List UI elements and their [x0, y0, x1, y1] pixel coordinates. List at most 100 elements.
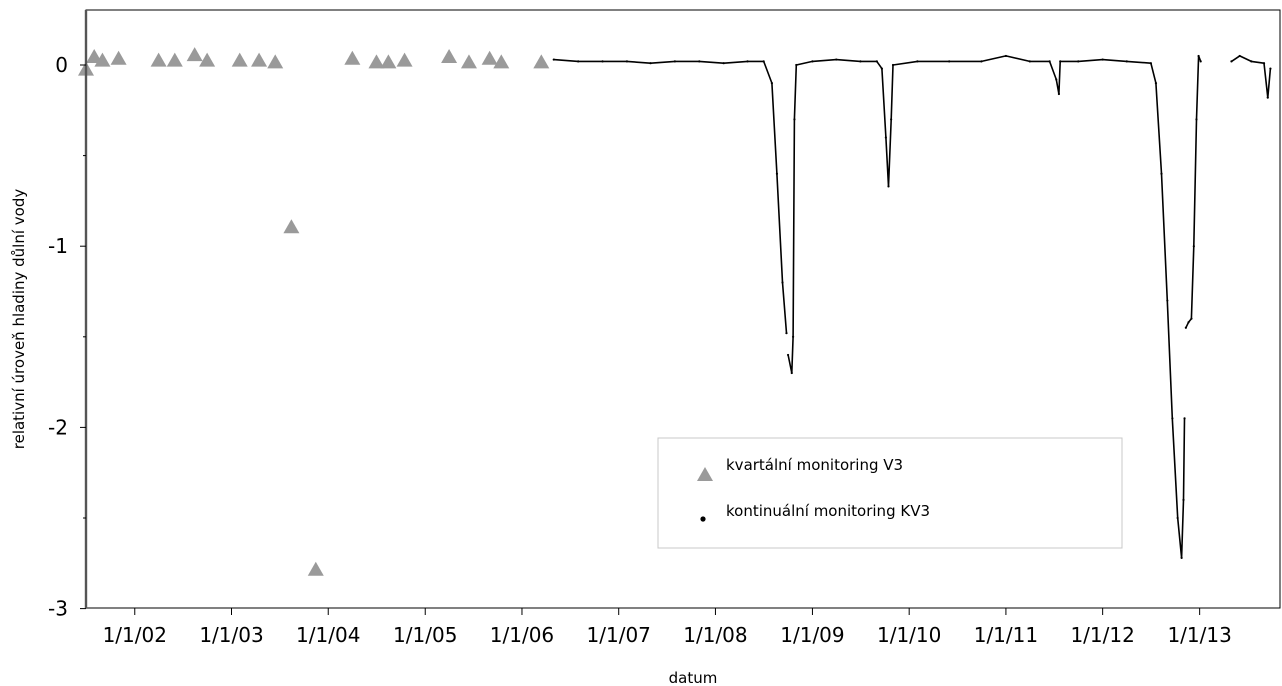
data-point-quarterly: [344, 50, 361, 65]
data-point-quarterly: [231, 52, 248, 67]
data-point-quarterly: [481, 50, 498, 65]
x-tick-label: 1/1/03: [199, 623, 263, 647]
data-point-continuous: [1154, 82, 1158, 85]
x-tick-label: 1/1/10: [877, 623, 941, 647]
data-point-continuous: [786, 353, 790, 357]
data-point-continuous: [916, 60, 919, 63]
data-point-continuous: [785, 332, 788, 335]
data-point-continuous: [1269, 67, 1272, 70]
data-point-continuous: [673, 60, 676, 63]
legend-box: [657, 437, 1123, 549]
data-point-quarterly: [307, 561, 324, 576]
data-point-continuous: [1055, 78, 1058, 81]
data-point-quarterly: [110, 50, 127, 65]
y-tick-label: 0: [55, 53, 68, 77]
y-tick-label: -2: [48, 415, 68, 439]
data-point-continuous: [552, 58, 555, 61]
data-point-continuous: [811, 60, 814, 63]
data-point-continuous: [1077, 60, 1080, 63]
data-point-quarterly: [441, 48, 458, 63]
x-tick-label: 1/1/12: [1070, 623, 1134, 647]
data-point-continuous: [1183, 417, 1186, 420]
data-point-continuous: [1125, 60, 1128, 63]
data-point-continuous: [1184, 326, 1187, 329]
data-point-continuous: [887, 185, 890, 188]
data-point-continuous: [795, 63, 798, 67]
data-point-quarterly: [86, 48, 103, 63]
x-tick-label: 1/1/05: [393, 623, 457, 647]
data-point-continuous: [1171, 417, 1174, 420]
data-point-quarterly: [493, 54, 510, 69]
legend-triangle-marker: [697, 467, 713, 481]
axes: 0 -1 -2 -3 1/1/02 1/1/03 1/1/04 1/1/05 1/1/06 1/1…: [10, 9, 1281, 686]
data-point-continuous: [1197, 54, 1200, 58]
x-tick-label: 1/1/11: [974, 623, 1038, 647]
y-tick-label: -1: [48, 234, 68, 258]
x-tick-label: 1/1/04: [296, 623, 360, 647]
x-axis-title: datum: [669, 669, 718, 686]
data-point-continuous: [1190, 317, 1193, 320]
y-axis-title: relativní úroveň hladiny důlní vody: [10, 189, 28, 450]
data-point-continuous: [835, 58, 838, 61]
data-point-continuous: [770, 82, 773, 85]
data-point-quarterly: [283, 219, 300, 234]
data-point-continuous: [649, 62, 652, 65]
data-point-quarterly: [199, 52, 216, 67]
data-point-quarterly: [368, 54, 385, 69]
data-point-quarterly: [251, 52, 268, 67]
x-tick-label: 1/1/09: [780, 623, 844, 647]
data-point-quarterly: [267, 54, 284, 69]
data-point-continuous: [1166, 299, 1169, 302]
data-point-continuous: [884, 136, 887, 139]
series-line-continuous: [1185, 55, 1202, 329]
data-point-quarterly: [186, 47, 203, 62]
data-point-continuous: [891, 63, 895, 67]
data-point-continuous: [790, 371, 793, 375]
data-point-continuous: [948, 60, 951, 63]
data-point-continuous: [625, 60, 629, 63]
data-point-continuous: [1199, 60, 1202, 63]
data-point-continuous: [791, 335, 795, 338]
data-point-quarterly: [94, 52, 111, 67]
data-point-continuous: [1238, 54, 1241, 58]
data-point-continuous: [1192, 245, 1195, 248]
x-tick-label: 1/1/02: [103, 623, 167, 647]
data-point-continuous: [1176, 516, 1179, 520]
data-point-continuous: [1230, 60, 1233, 63]
data-point-continuous: [859, 60, 862, 63]
data-point-continuous: [890, 118, 893, 121]
data-point-continuous: [1028, 60, 1031, 63]
x-tick-label: 1/1/06: [490, 623, 554, 647]
data-point-quarterly: [166, 52, 183, 67]
data-point-continuous: [1048, 60, 1051, 63]
data-point-continuous: [722, 62, 725, 65]
data-point-continuous: [1266, 96, 1269, 99]
legend-label-continuous: kontinuální monitoring KV3: [726, 502, 930, 520]
data-point-continuous: [1195, 118, 1198, 121]
data-point-continuous: [1187, 321, 1190, 324]
legend: kvartální monitoring V3 kontinuální moni…: [657, 437, 1123, 549]
x-tick-label: 1/1/07: [587, 623, 651, 647]
data-point-continuous: [1160, 172, 1163, 175]
data-point-continuous: [698, 60, 701, 63]
data-point-continuous: [1180, 556, 1183, 559]
data-point-continuous: [746, 60, 749, 63]
data-point-continuous: [1057, 92, 1061, 96]
data-point-continuous: [1004, 54, 1008, 58]
legend-dot-marker: [700, 516, 706, 522]
series-line-continuous: [553, 58, 788, 334]
data-point-continuous: [793, 118, 796, 121]
legend-label-quarterly: kvartální monitoring V3: [726, 456, 903, 474]
data-point-continuous: [762, 60, 765, 63]
y-tick-label: -3: [48, 597, 68, 621]
plot-area: [78, 47, 1272, 576]
data-point-continuous: [980, 60, 983, 63]
data-point-quarterly: [533, 54, 550, 69]
x-tick-label: 1/1/08: [683, 623, 747, 647]
data-point-continuous: [781, 281, 784, 284]
data-point-quarterly: [150, 52, 167, 67]
data-point-continuous: [880, 67, 883, 70]
data-point-continuous: [1149, 62, 1152, 65]
data-point-continuous: [601, 60, 604, 63]
